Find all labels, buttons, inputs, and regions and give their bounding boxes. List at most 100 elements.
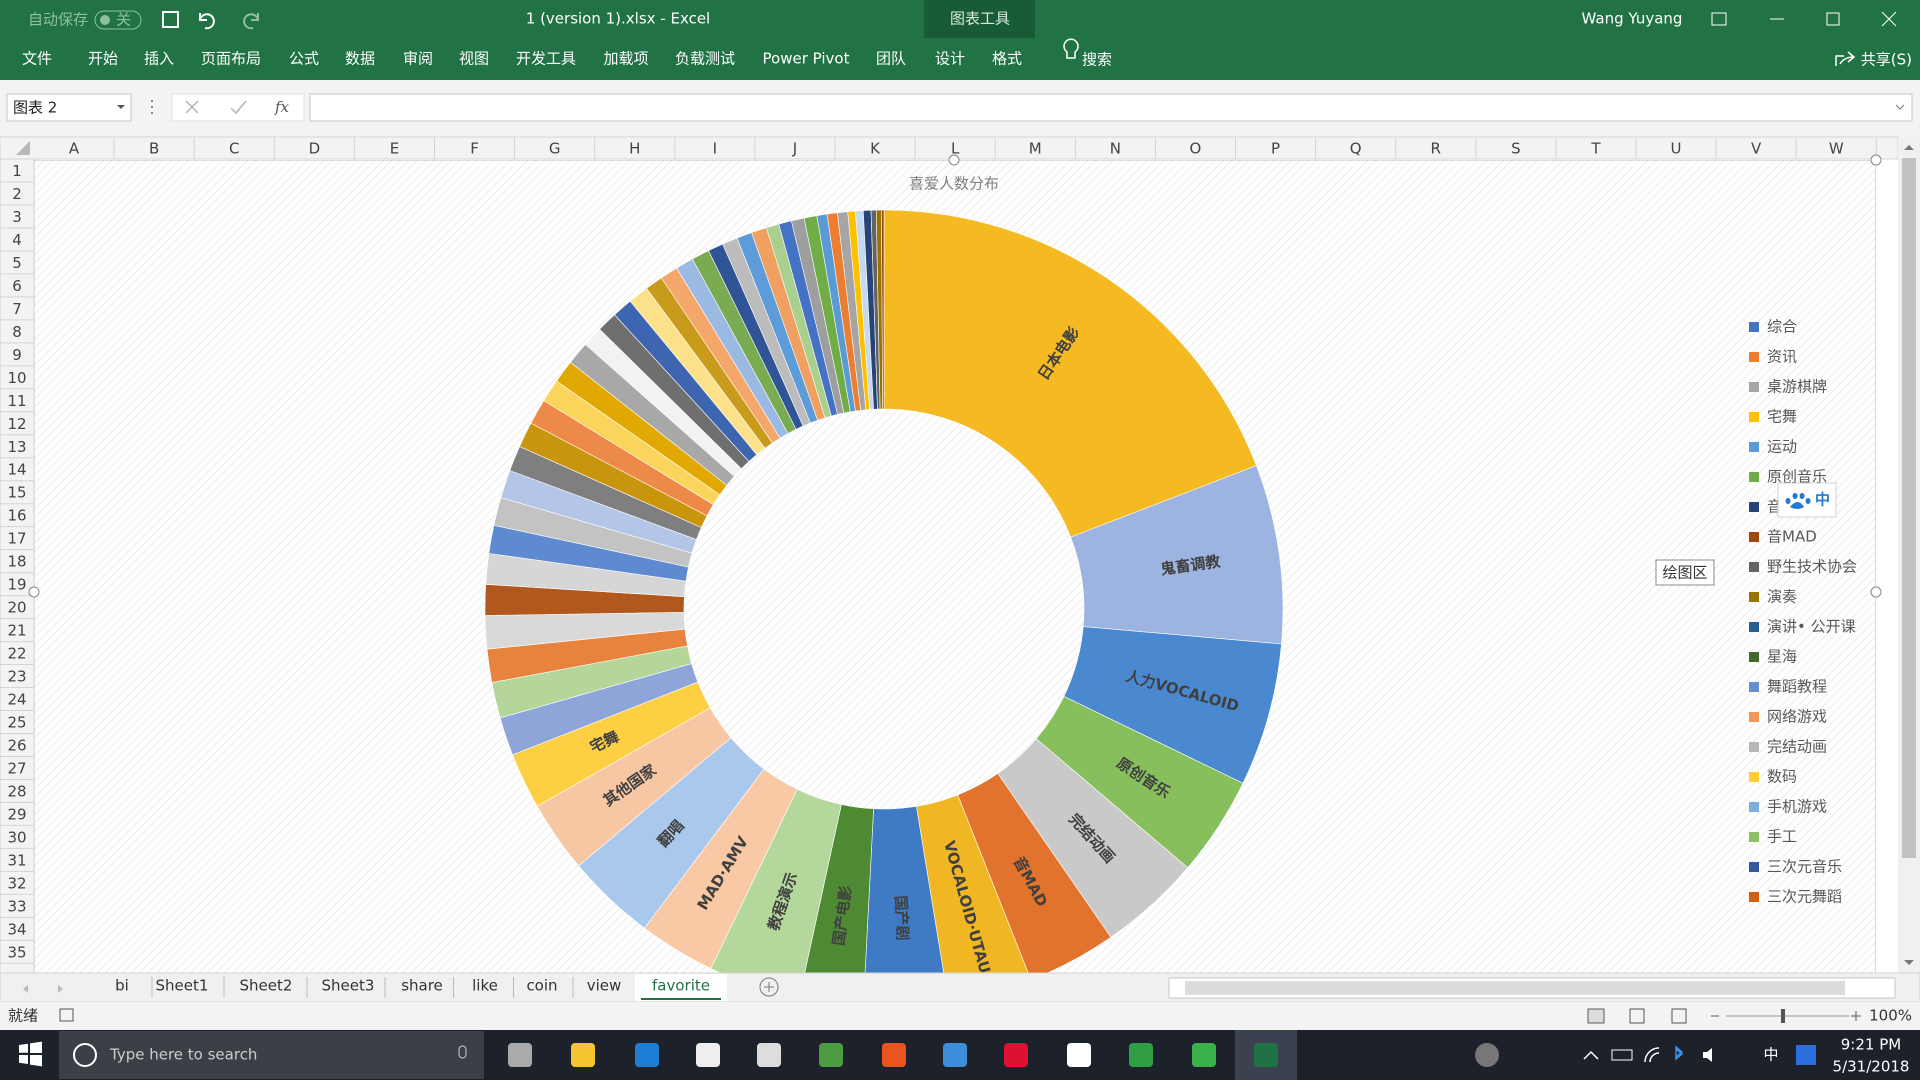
share-button[interactable]: 共享(S) — [1861, 51, 1912, 69]
ribbon-tab[interactable]: 数据 — [345, 50, 375, 68]
row-header[interactable]: 7 — [12, 300, 22, 318]
ribbon-tab[interactable]: 设计 — [935, 50, 965, 68]
sheet-tab[interactable]: Sheet3 — [322, 977, 375, 995]
column-header[interactable]: B — [149, 140, 159, 158]
ribbon-tab[interactable]: 文件 — [22, 50, 52, 68]
row-header[interactable]: 11 — [7, 392, 26, 410]
share-icon[interactable] — [1835, 51, 1856, 66]
sheet-tab[interactable]: favorite — [652, 977, 710, 995]
ribbon-tab[interactable]: 加载项 — [603, 50, 648, 68]
name-box[interactable] — [6, 93, 132, 122]
sheet-tab[interactable]: Sheet2 — [240, 977, 293, 995]
scroll-thumb[interactable] — [1902, 158, 1916, 858]
ribbon-tab[interactable]: Power Pivot — [763, 50, 850, 68]
tell-me-icon[interactable] — [1063, 38, 1079, 59]
bluetooth-icon[interactable] — [1675, 1045, 1684, 1061]
column-header[interactable]: H — [629, 140, 640, 158]
taskbar-app[interactable] — [635, 1043, 659, 1067]
chart-area[interactable]: 喜爱人数分布日本电影鬼畜调教人力VOCALOID原创音乐完结动画音MADVOCA… — [34, 160, 1876, 1008]
row-header[interactable]: 23 — [7, 668, 26, 686]
row-header[interactable]: 29 — [7, 805, 26, 823]
row-header[interactable]: 6 — [12, 277, 22, 295]
row-header[interactable]: 5 — [12, 254, 22, 272]
row-header[interactable]: 22 — [7, 645, 26, 663]
column-header[interactable]: L — [951, 140, 960, 158]
macro-icon[interactable] — [59, 1008, 74, 1022]
sheet-tab[interactable]: Sheet1 — [156, 977, 209, 995]
row-header[interactable]: 1 — [12, 162, 22, 180]
page-layout-view[interactable] — [1629, 1008, 1645, 1024]
select-all[interactable] — [16, 141, 30, 155]
taskbar-app[interactable] — [1004, 1043, 1028, 1067]
column-header[interactable]: I — [713, 140, 717, 158]
taskbar-app[interactable] — [508, 1043, 532, 1067]
taskbar-app[interactable] — [1254, 1043, 1278, 1067]
taskbar-app[interactable] — [882, 1043, 906, 1067]
column-header[interactable]: V — [1751, 140, 1762, 158]
mic-icon[interactable] — [458, 1045, 467, 1059]
row-header[interactable]: 30 — [7, 828, 26, 846]
row-header[interactable]: 24 — [7, 691, 26, 709]
column-header[interactable]: D — [309, 140, 321, 158]
column-header[interactable]: C — [229, 140, 239, 158]
ribbon-tab[interactable]: 页面布局 — [201, 50, 261, 68]
ribbon-tab[interactable]: 视图 — [459, 50, 489, 68]
taskbar-app[interactable] — [757, 1043, 781, 1067]
formula-input[interactable] — [309, 93, 1913, 122]
row-header[interactable]: 15 — [7, 484, 26, 502]
row-header[interactable]: 27 — [7, 759, 26, 777]
tray-expand[interactable] — [1583, 1050, 1599, 1060]
battery-icon[interactable] — [1611, 1049, 1633, 1061]
row-header[interactable]: 12 — [7, 415, 26, 433]
volume-icon[interactable] — [1703, 1048, 1712, 1062]
column-header[interactable]: W — [1829, 140, 1844, 158]
taskbar-app[interactable] — [1129, 1043, 1153, 1067]
column-header[interactable]: A — [69, 140, 80, 158]
ribbon-tab[interactable]: 审阅 — [403, 50, 433, 68]
taskbar-app[interactable] — [819, 1043, 843, 1067]
start-button[interactable] — [19, 1041, 42, 1067]
ribbon-tab[interactable]: 插入 — [144, 50, 174, 68]
sheet-tab[interactable]: share — [401, 977, 443, 995]
column-header[interactable]: J — [792, 140, 797, 158]
row-header[interactable]: 13 — [7, 438, 26, 456]
selection-handle[interactable] — [1870, 586, 1882, 598]
name-box-dropdown[interactable] — [117, 105, 125, 109]
row-header[interactable]: 8 — [12, 323, 22, 341]
row-header[interactable]: 25 — [7, 714, 26, 732]
ribbon-tab[interactable]: 公式 — [289, 50, 319, 68]
row-header[interactable]: 10 — [7, 369, 26, 387]
selection-handle[interactable] — [28, 586, 40, 598]
wifi-icon[interactable] — [1644, 1047, 1660, 1063]
sheet-tab[interactable]: coin — [526, 977, 557, 995]
ribbon-tab[interactable]: 负载测试 — [675, 50, 735, 68]
h-scroll-thumb[interactable] — [1185, 981, 1845, 995]
selection-handle[interactable] — [948, 154, 960, 166]
sheet-tab[interactable]: view — [587, 977, 622, 995]
taskbar-app[interactable] — [571, 1043, 595, 1067]
row-header[interactable]: 17 — [7, 530, 26, 548]
column-header[interactable]: N — [1110, 140, 1121, 158]
ribbon-tab[interactable]: 开发工具 — [516, 50, 576, 68]
maximize-button[interactable] — [1826, 12, 1840, 26]
ribbon-tab[interactable]: 格式 — [992, 50, 1022, 68]
page-break-view[interactable] — [1671, 1008, 1687, 1024]
account-icon[interactable] — [1475, 1043, 1499, 1067]
close-button[interactable] — [1881, 11, 1897, 27]
add-sheet[interactable] — [759, 977, 779, 997]
row-header[interactable]: 19 — [7, 576, 26, 594]
save-icon[interactable] — [162, 11, 179, 28]
row-header[interactable]: 33 — [7, 897, 26, 915]
du-icon[interactable] — [1796, 1045, 1816, 1065]
sheet-tab[interactable]: bi — [115, 977, 129, 995]
row-header[interactable]: 32 — [7, 874, 26, 892]
row-header[interactable]: 9 — [12, 346, 22, 364]
row-header[interactable]: 20 — [7, 599, 26, 617]
undo-icon[interactable] — [199, 13, 215, 30]
row-header[interactable]: 26 — [7, 736, 26, 754]
row-header[interactable]: 4 — [12, 231, 22, 249]
taskbar-app[interactable] — [1067, 1043, 1091, 1067]
autosave-toggle[interactable] — [94, 10, 142, 30]
selection-handle[interactable] — [1870, 154, 1882, 166]
taskbar-app[interactable] — [943, 1043, 967, 1067]
